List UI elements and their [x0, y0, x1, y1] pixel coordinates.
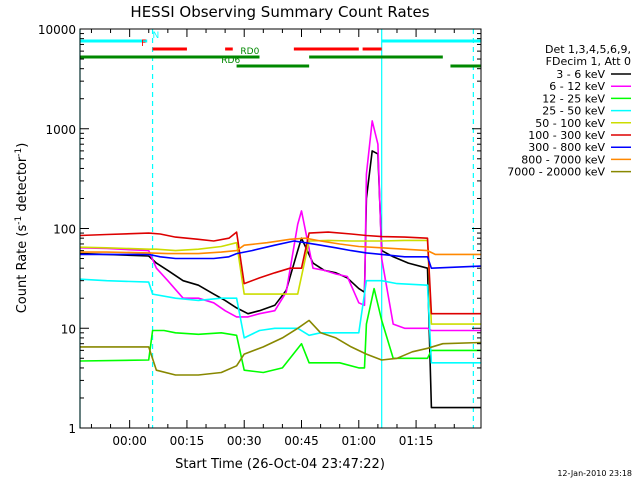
- legend-label-8: 7000 - 20000 keV: [507, 166, 605, 179]
- y-tick-label-1: 10: [61, 322, 76, 336]
- plot-area: [80, 29, 481, 428]
- flag-label-1: F: [141, 39, 146, 49]
- x-tick-label-3: 00:45: [284, 434, 319, 448]
- axes: 00:00 00:15 00:30 00:45 01:00 01:15 1 10 100 1000…: [38, 23, 482, 448]
- y-axis-label-main: Count Rate (s: [15, 225, 30, 314]
- y-axis-label-exp1: -1: [14, 216, 24, 225]
- series-line-8: [80, 319, 482, 376]
- series-line-4: [79, 239, 481, 325]
- series-line-7: [80, 237, 481, 256]
- legend-label-3: 25 - 50 keV: [542, 105, 605, 118]
- x-tick-label-1: 00:15: [170, 434, 205, 448]
- y-axis-label-exp2: -1: [14, 148, 24, 157]
- chart-title: HESSI Observing Summary Count Rates: [130, 3, 429, 21]
- x-tick-label-5: 01:15: [399, 434, 434, 448]
- y-axis-label-mid: detector: [15, 156, 30, 216]
- timestamp: 12-Jan-2010 23:18: [557, 469, 632, 478]
- y-tick-label-0: 1: [68, 422, 76, 436]
- series-line-6: [80, 240, 482, 270]
- y-axis-label: Count Rate (s-1 detector-1): [14, 143, 30, 314]
- legend: Det 1,3,4,5,6,9,FDecim 1, Att 03 - 6 keV…: [507, 43, 631, 179]
- y-axis-label-end: ): [15, 143, 30, 148]
- x-tick-label-0: 00:00: [112, 434, 147, 448]
- y-tick-label-4: 10000: [38, 23, 76, 37]
- legend-label-1: 6 - 12 keV: [549, 80, 605, 93]
- plot-background: [80, 29, 481, 428]
- series-layer: [79, 120, 482, 409]
- series-line-3: [79, 278, 481, 364]
- legend-label-2: 12 - 25 keV: [542, 92, 605, 105]
- flag-label-2: RD0: [240, 47, 259, 57]
- legend-label-4: 50 - 100 keV: [535, 117, 605, 130]
- legend-header-1: FDecim 1, Att 0: [546, 55, 631, 68]
- flag-label-0: N: [153, 31, 160, 41]
- x-axis-label: Start Time (26-Oct-04 23:47:22): [175, 457, 385, 472]
- legend-label-0: 3 - 6 keV: [556, 68, 605, 81]
- legend-header-0: Det 1,3,4,5,6,9,: [545, 43, 631, 56]
- legend-label-5: 100 - 300 keV: [528, 129, 605, 142]
- series-line-5: [79, 231, 481, 315]
- legend-label-6: 300 - 800 keV: [528, 141, 605, 154]
- x-tick-label-4: 01:00: [341, 434, 376, 448]
- y-tick-label-2: 100: [53, 223, 76, 237]
- flag-label-4: RD6: [221, 56, 240, 66]
- x-tick-label-2: 00:30: [227, 434, 262, 448]
- series-line-2: [79, 287, 481, 374]
- legend-label-7: 800 - 7000 keV: [521, 153, 605, 166]
- y-tick-label-3: 1000: [45, 123, 76, 137]
